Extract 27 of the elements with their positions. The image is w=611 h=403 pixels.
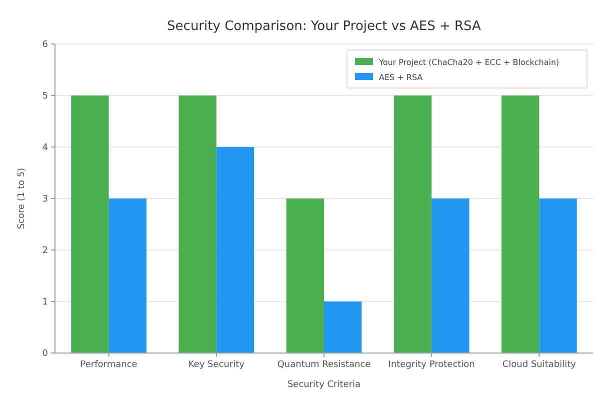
y-tick-label: 1: [42, 298, 48, 308]
y-tick-label: 4: [42, 143, 48, 154]
y-tick-label: 2: [42, 246, 48, 256]
bar: [394, 96, 432, 353]
legend-label: AES + RSA: [379, 72, 424, 82]
y-tick-label: 5: [42, 92, 48, 102]
y-tick-label: 0: [42, 349, 48, 360]
bar: [539, 198, 577, 353]
y-tick-label: 6: [42, 40, 48, 50]
bar: [216, 147, 254, 353]
bar: [432, 198, 470, 353]
bar: [178, 96, 216, 353]
x-tick-label: Cloud Suitability: [502, 360, 577, 370]
bar: [108, 198, 146, 353]
x-tick-label: Performance: [80, 360, 138, 370]
chart-title: Security Comparison: Your Project vs AES + RSA: [167, 19, 482, 34]
x-axis-title: Security Criteria: [287, 380, 361, 390]
legend-label: Your Project (ChaCha20 + ECC + Blockchain): [378, 58, 560, 67]
x-tick-label: Quantum Resistance: [277, 360, 372, 370]
x-tick-label: Integrity Protection: [388, 360, 475, 370]
x-tick-label: Key Security: [188, 360, 246, 370]
bar: [71, 96, 109, 353]
y-axis-title: Score (1 to 5): [17, 168, 27, 230]
bar: [502, 96, 540, 353]
y-tick-label: 3: [42, 194, 48, 205]
bar: [286, 198, 324, 353]
bar: [324, 302, 362, 353]
